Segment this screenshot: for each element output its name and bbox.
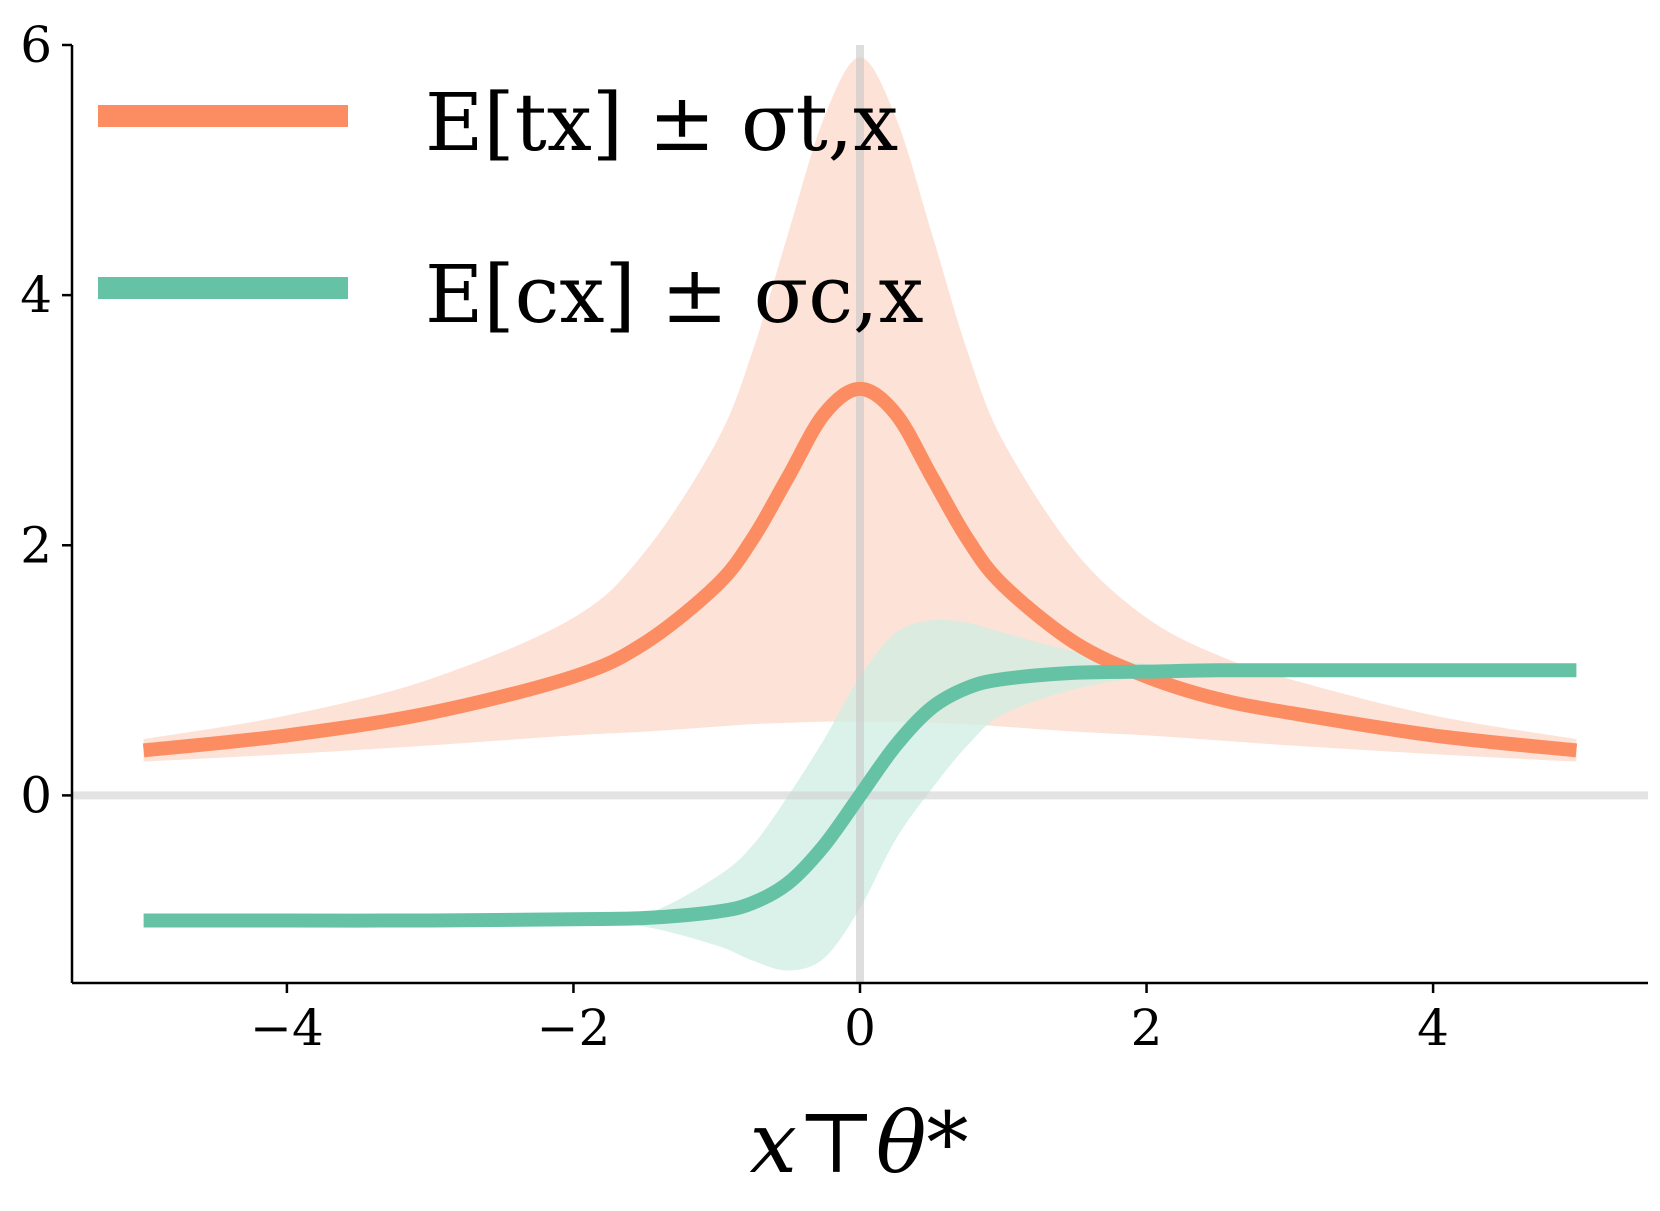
legend: E[tx] ± σt,x E[cx] ± σc,x (98, 76, 924, 341)
ticks: −4 −2 0 2 4 0 2 4 6 (20, 16, 1449, 1057)
x-tick-label: −4 (250, 999, 324, 1057)
x-tick-label: 2 (1131, 999, 1163, 1057)
y-tick-label: 2 (20, 516, 52, 574)
x-axis-label: x⊤θ* (750, 1094, 969, 1192)
x-tick-label: −2 (537, 999, 611, 1057)
y-tick-label: 0 (20, 766, 52, 824)
x-tick-label: 4 (1417, 999, 1449, 1057)
x-tick-label: 0 (844, 999, 876, 1057)
line-series-0 (142, 381, 1578, 758)
reference-lines (72, 45, 1648, 983)
line-series-1 (143, 663, 1577, 928)
legend-label-series-1: E[cx] ± σc,x (425, 248, 924, 341)
y-tick-label: 6 (20, 16, 52, 74)
y-tick-label: 4 (20, 266, 52, 324)
legend-label-series-0: E[tx] ± σt,x (425, 76, 898, 169)
mean-lines (142, 381, 1578, 928)
